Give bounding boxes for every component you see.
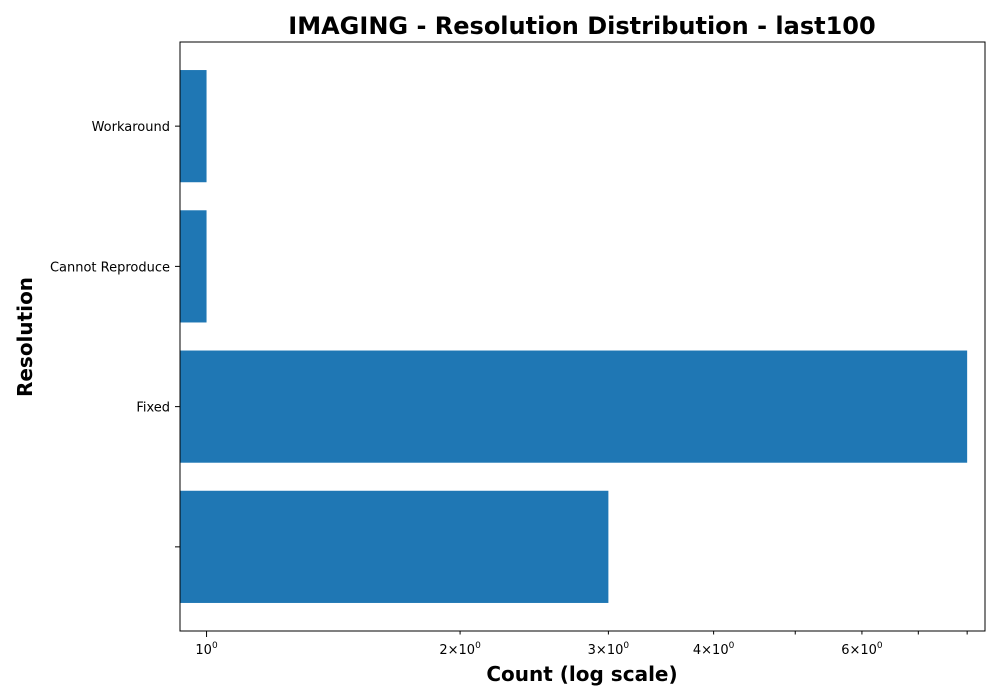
- plot-frame: [179, 41, 986, 632]
- y-tick-label: Cannot Reproduce: [50, 260, 170, 275]
- x-tick-label: 2×100: [439, 641, 481, 658]
- chart-title: IMAGING - Resolution Distribution - last…: [288, 12, 875, 40]
- x-tick-label: 4×100: [693, 641, 735, 658]
- bar-unlabeled: [180, 490, 609, 603]
- bar-workaround: [180, 70, 207, 183]
- bar-cannot-reproduce: [180, 210, 207, 323]
- y-axis: Fixed Cannot Reproduce Workaround: [50, 120, 180, 548]
- y-axis-label: Resolution: [13, 277, 37, 397]
- y-tick-label: Workaround: [92, 120, 170, 135]
- x-tick-label: 100: [195, 641, 218, 658]
- x-axis-label: Count (log scale): [486, 662, 677, 686]
- x-tick-label: 3×100: [588, 641, 630, 658]
- bar-fixed: [180, 350, 968, 463]
- y-tick-label: Fixed: [136, 401, 170, 416]
- bars-group: [180, 70, 968, 603]
- x-tick-label: 6×100: [841, 641, 883, 658]
- x-axis: 100 2×100 3×100 4×100 6×100: [195, 631, 968, 658]
